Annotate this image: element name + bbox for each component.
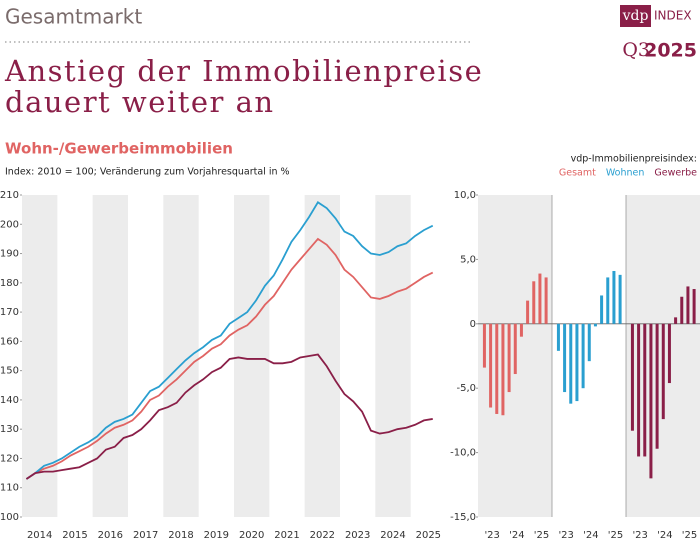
y-tick-label: 10,0 — [454, 190, 476, 201]
legend-title: vdp-Immobilienpreisindex: — [571, 154, 697, 165]
bar — [637, 323, 641, 457]
y-tick-label: 170 — [0, 307, 19, 318]
x-tick-label: '23 — [632, 530, 647, 541]
x-tick-label: 2019 — [204, 530, 229, 541]
x-tick-label: 2021 — [274, 530, 299, 541]
bar — [692, 289, 696, 324]
legend-entry: Gewerbe — [654, 168, 697, 179]
bar — [593, 323, 597, 327]
bar — [489, 323, 493, 408]
y-tick-label: 5,0 — [460, 254, 476, 265]
x-tick-label: '24 — [583, 530, 598, 541]
y-tick-label: 180 — [0, 278, 19, 289]
bar — [612, 270, 616, 324]
bar — [563, 323, 567, 393]
bar — [513, 323, 517, 375]
x-tick-label: '23 — [484, 530, 499, 541]
legend-entry: Wohnen — [606, 168, 645, 179]
x-tick-label: '24 — [657, 530, 672, 541]
series-line — [25, 201, 434, 480]
bar — [618, 274, 622, 324]
bar — [581, 323, 585, 389]
y-tick-label: 190 — [0, 249, 19, 260]
bar — [587, 323, 591, 362]
bar — [643, 323, 647, 457]
chart-title: Wohn-/Gewerbeimmobilien — [5, 140, 233, 158]
year-band — [234, 195, 270, 517]
bar — [501, 323, 505, 416]
x-tick-label: 2024 — [380, 530, 405, 541]
bar — [630, 323, 634, 431]
x-tick-label: 2020 — [239, 530, 264, 541]
bar — [495, 323, 499, 414]
y-tick-label: 150 — [0, 366, 19, 377]
x-tick-label: '25 — [608, 530, 623, 541]
y-tick-label: 130 — [0, 424, 19, 435]
bar — [507, 323, 511, 393]
bar — [532, 281, 536, 324]
y-tick-label: -5,0 — [456, 383, 476, 394]
legend-entry: Gesamt — [559, 168, 596, 179]
bar — [569, 323, 573, 404]
x-tick-label: 2015 — [62, 530, 87, 541]
bar — [667, 323, 671, 384]
x-tick-label: 2023 — [345, 530, 370, 541]
bar — [482, 323, 486, 368]
x-tick-label: 2016 — [98, 530, 123, 541]
bar — [538, 273, 542, 324]
bar — [544, 277, 548, 324]
y-tick-label: 200 — [0, 219, 19, 230]
section-label: Gesamtmarkt — [5, 5, 142, 29]
year: 2025 — [644, 40, 697, 62]
x-tick-label: 2017 — [133, 530, 158, 541]
headline: dauert weiter an — [5, 85, 275, 119]
y-tick-label: -15,0 — [450, 512, 476, 523]
bar — [686, 286, 690, 324]
bar — [655, 323, 659, 449]
year-band — [163, 195, 199, 517]
bar — [556, 323, 560, 351]
x-tick-label: 2018 — [168, 530, 193, 541]
x-tick-label: '23 — [558, 530, 573, 541]
bar — [674, 317, 678, 324]
bar — [575, 323, 579, 402]
x-tick-label: 2025 — [416, 530, 441, 541]
bar — [606, 277, 610, 324]
y-tick-label: 110 — [0, 483, 19, 494]
y-tick-label: 160 — [0, 336, 19, 347]
year-band — [92, 195, 128, 517]
x-tick-label: '25 — [534, 530, 549, 541]
bar — [519, 323, 523, 337]
x-tick-label: 2014 — [27, 530, 52, 541]
bar — [661, 323, 665, 420]
chart-subtitle: Index: 2010 = 100; Veränderung zum Vorja… — [5, 167, 290, 178]
logo-box — [620, 5, 651, 27]
logo-suffix: INDEX — [654, 9, 692, 23]
quarter: Q3 — [622, 39, 650, 61]
y-tick-label: 100 — [0, 512, 19, 523]
x-tick-label: '25 — [682, 530, 697, 541]
y-tick-label: 0 — [470, 319, 476, 330]
y-tick-label: 210 — [0, 190, 19, 201]
series-line — [25, 353, 433, 480]
bar — [526, 300, 530, 324]
y-tick-label: 140 — [0, 395, 19, 406]
y-tick-label: 120 — [0, 453, 19, 464]
logo: vdp — [622, 8, 649, 24]
series-line — [25, 237, 434, 480]
x-tick-label: 2022 — [310, 530, 335, 541]
bar — [600, 295, 604, 324]
bar — [649, 323, 653, 479]
y-tick-label: -10,0 — [450, 448, 476, 459]
x-tick-label: '24 — [509, 530, 524, 541]
headline: Anstieg der Immobilienpreise — [4, 54, 483, 88]
bar — [680, 296, 684, 324]
